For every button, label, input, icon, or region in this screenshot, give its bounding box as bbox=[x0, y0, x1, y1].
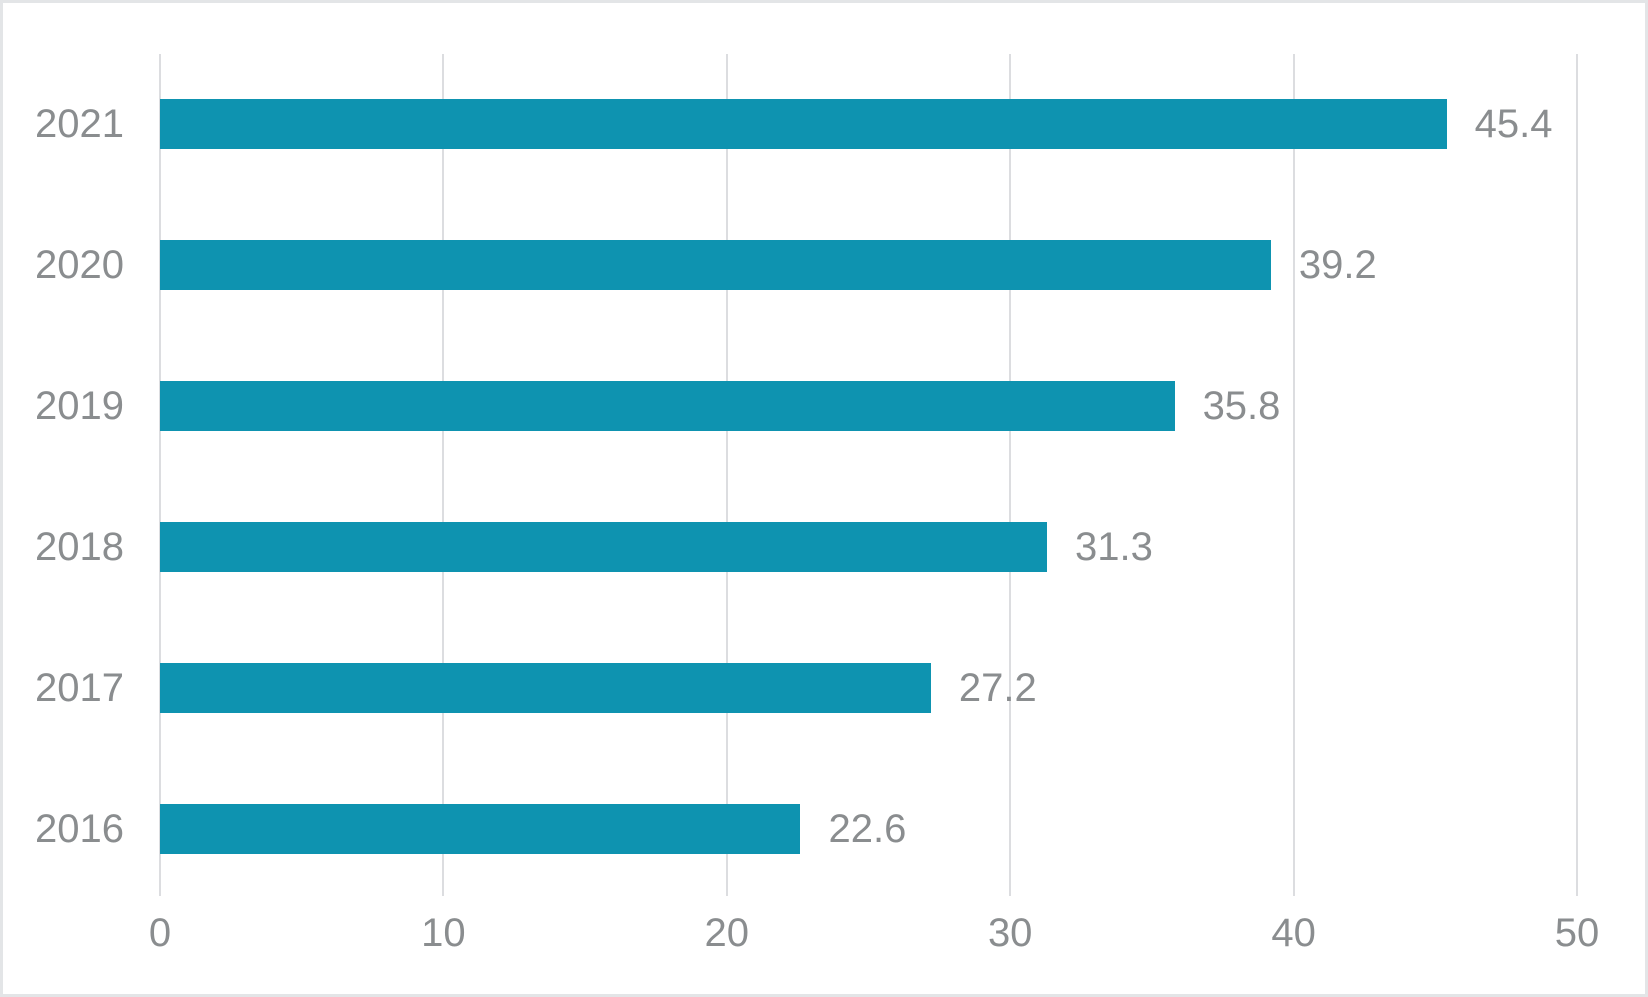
gridline bbox=[1292, 54, 1295, 896]
gridline bbox=[159, 54, 161, 896]
value-label-2018: 31.3 bbox=[1075, 525, 1153, 569]
x-axis-tick-label: 30 bbox=[987, 911, 1033, 955]
gridline bbox=[725, 54, 728, 896]
value-label-2021: 45.4 bbox=[1474, 102, 1553, 146]
category-label-2018: 2018 bbox=[35, 525, 124, 569]
value-label-2017: 27.2 bbox=[958, 666, 1037, 710]
value-label-2016: 22.6 bbox=[828, 807, 907, 851]
bar-2016 bbox=[160, 804, 801, 854]
bar-2018 bbox=[160, 522, 1048, 572]
bar-2019 bbox=[160, 381, 1175, 431]
bar-2017 bbox=[160, 663, 931, 713]
category-label-2019: 2019 bbox=[35, 384, 124, 428]
category-label-2017: 2017 bbox=[35, 666, 124, 710]
x-axis-tick-label: 0 bbox=[148, 911, 172, 955]
x-axis-tick-label: 40 bbox=[1271, 911, 1316, 955]
value-label-2019: 35.8 bbox=[1202, 384, 1281, 428]
value-label-2020: 39.2 bbox=[1298, 243, 1377, 287]
x-axis-tick-label: 50 bbox=[1554, 911, 1600, 955]
gridline bbox=[442, 54, 445, 896]
category-label-2021: 2021 bbox=[35, 102, 124, 146]
bar-2020 bbox=[160, 240, 1271, 290]
gridline bbox=[1576, 54, 1578, 896]
bar-2021 bbox=[160, 99, 1447, 149]
category-label-2020: 2020 bbox=[35, 243, 124, 287]
x-axis-tick-label: 10 bbox=[421, 911, 466, 955]
gridline bbox=[1009, 54, 1012, 896]
category-label-2016: 2016 bbox=[35, 807, 124, 851]
x-axis-tick-label: 20 bbox=[704, 911, 750, 955]
